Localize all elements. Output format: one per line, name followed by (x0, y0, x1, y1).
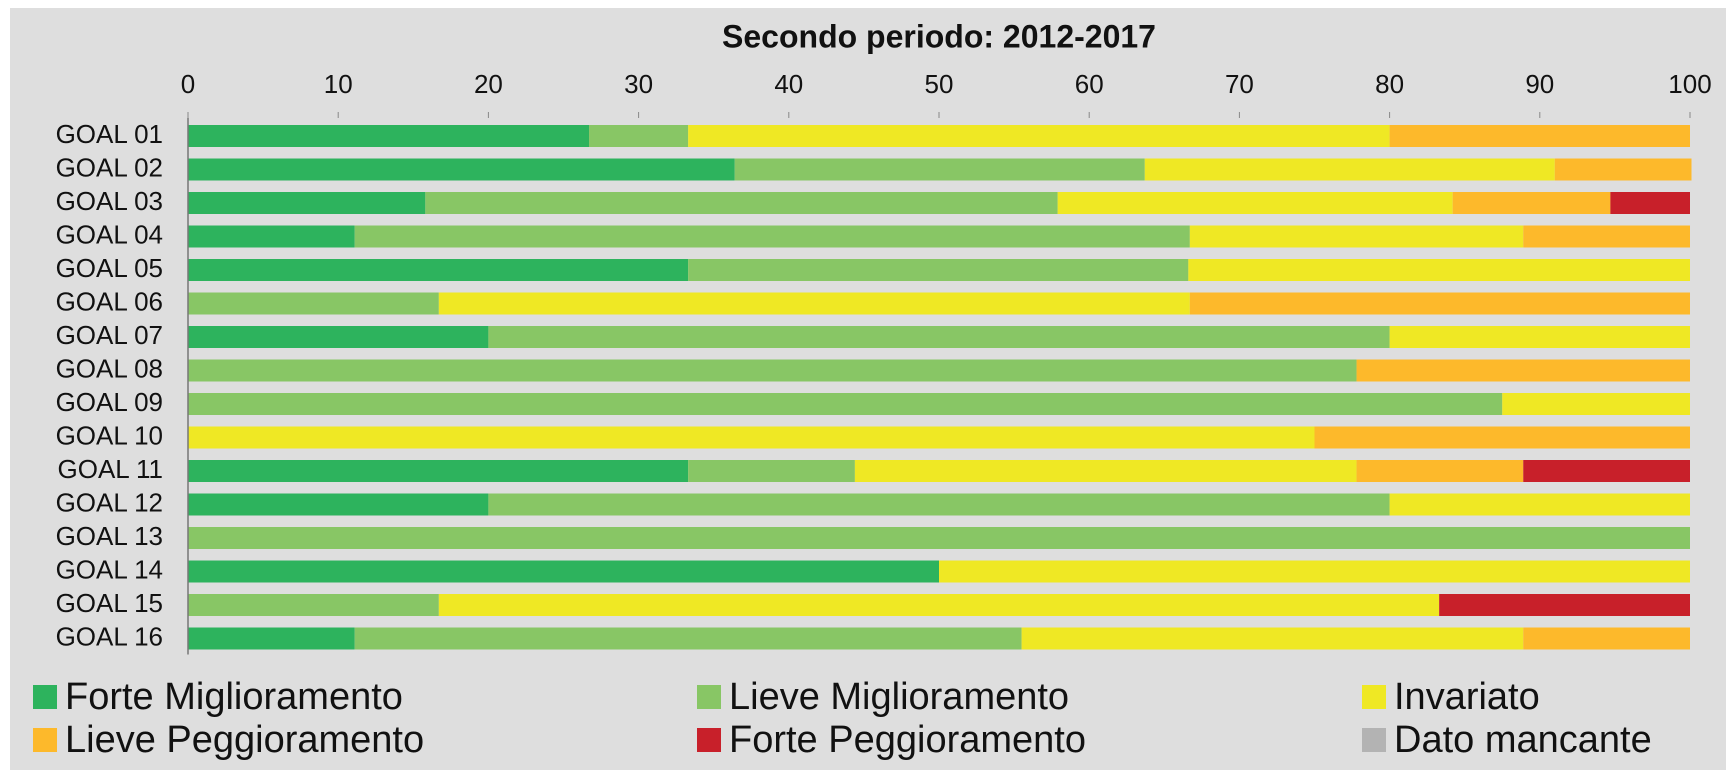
legend-label: Dato mancante (1394, 719, 1652, 761)
x-tick-label: 70 (1225, 69, 1254, 99)
bar-segment (188, 560, 939, 583)
bar-segment (188, 460, 689, 482)
bar-segment (488, 493, 1390, 516)
legend-swatch (697, 685, 721, 709)
legend-swatch (33, 685, 57, 709)
bar-segment (188, 493, 489, 516)
bar-segment (734, 158, 1145, 181)
bar-segment (188, 393, 1503, 415)
y-tick-label: GOAL 16 (56, 621, 163, 651)
legend-swatch (1362, 685, 1386, 709)
legend-label: Invariato (1394, 676, 1540, 718)
y-tick-label: GOAL 07 (56, 320, 163, 350)
y-tick-label: GOAL 13 (56, 521, 163, 551)
bar-segment (1523, 225, 1690, 248)
legend-swatch (1362, 728, 1386, 752)
y-tick-label: GOAL 11 (58, 454, 164, 484)
bar-segment (1554, 158, 1692, 181)
bar-segment (488, 326, 1390, 348)
bar-segment (188, 259, 689, 281)
x-tick-label: 90 (1525, 69, 1554, 99)
bar-segment (1356, 460, 1524, 482)
bar-segment (939, 560, 1690, 583)
bar-segment (188, 192, 426, 214)
y-tick-label: GOAL 14 (56, 554, 163, 584)
panel (10, 8, 1726, 770)
bar-segment (1188, 259, 1690, 281)
x-tick-label: 30 (624, 69, 653, 99)
bar-segment (354, 225, 1190, 248)
bar-segment (1439, 594, 1690, 616)
y-tick-label: GOAL 06 (56, 286, 163, 316)
bar-segment (188, 594, 439, 616)
x-tick-label: 60 (1075, 69, 1104, 99)
legend-label: Forte Peggioramento (729, 719, 1086, 761)
bar-segment (438, 594, 1440, 616)
chart-title: Secondo periodo: 2012-2017 (722, 18, 1156, 54)
y-tick-label: GOAL 10 (56, 420, 163, 450)
bar-segment (1523, 460, 1690, 482)
x-tick-label: 100 (1668, 69, 1711, 99)
y-tick-label: GOAL 09 (56, 387, 163, 417)
bar-segment (188, 627, 355, 650)
bar-segment (1523, 627, 1690, 650)
bar-segment (1021, 627, 1524, 650)
y-tick-label: GOAL 03 (56, 186, 163, 216)
legend-label: Lieve Peggioramento (65, 719, 424, 761)
bar-segment (438, 292, 1190, 315)
x-tick-label: 0 (181, 69, 195, 99)
bar-segment (1389, 125, 1690, 147)
bar-segment (688, 460, 855, 482)
bar-segment (188, 158, 735, 181)
bar-segment (1189, 225, 1524, 248)
bar-segment (1502, 393, 1690, 415)
bar-segment (1452, 192, 1611, 214)
legend-label: Forte Miglioramento (65, 676, 403, 718)
bar-segment (188, 125, 590, 147)
bar-segment (1189, 292, 1690, 315)
bar-segment (1389, 493, 1690, 516)
x-tick-label: 10 (324, 69, 353, 99)
bar-segment (1314, 426, 1690, 449)
y-tick-label: GOAL 12 (56, 487, 163, 517)
bar-segment (854, 460, 1357, 482)
bar-segment (188, 326, 489, 348)
bar-segment (1610, 192, 1690, 214)
x-tick-label: 80 (1375, 69, 1404, 99)
y-tick-label: GOAL 01 (56, 119, 163, 149)
bar-segment (188, 527, 1690, 549)
bar-segment (188, 225, 355, 248)
y-tick-label: GOAL 05 (56, 253, 163, 283)
y-tick-label: GOAL 04 (56, 219, 163, 249)
bar-segment (1057, 192, 1453, 214)
bar-segment (1389, 326, 1690, 348)
bar-segment (688, 259, 1189, 281)
bar-segment (589, 125, 689, 147)
x-tick-label: 20 (474, 69, 503, 99)
bar-segment (188, 426, 1315, 449)
y-tick-label: GOAL 02 (56, 152, 163, 182)
bar-segment (354, 627, 1022, 650)
legend-swatch (33, 728, 57, 752)
bar-segment (425, 192, 1058, 214)
x-tick-label: 50 (925, 69, 954, 99)
bar-segment (688, 125, 1390, 147)
bar-segment (188, 292, 439, 315)
bar-segment (1144, 158, 1555, 181)
y-tick-label: GOAL 15 (56, 588, 163, 618)
bar-segment (1356, 359, 1690, 382)
bar-segment (188, 359, 1357, 382)
legend-label: Lieve Miglioramento (729, 676, 1069, 718)
x-tick-label: 40 (774, 69, 803, 99)
y-tick-label: GOAL 08 (56, 353, 163, 383)
legend-swatch (697, 728, 721, 752)
